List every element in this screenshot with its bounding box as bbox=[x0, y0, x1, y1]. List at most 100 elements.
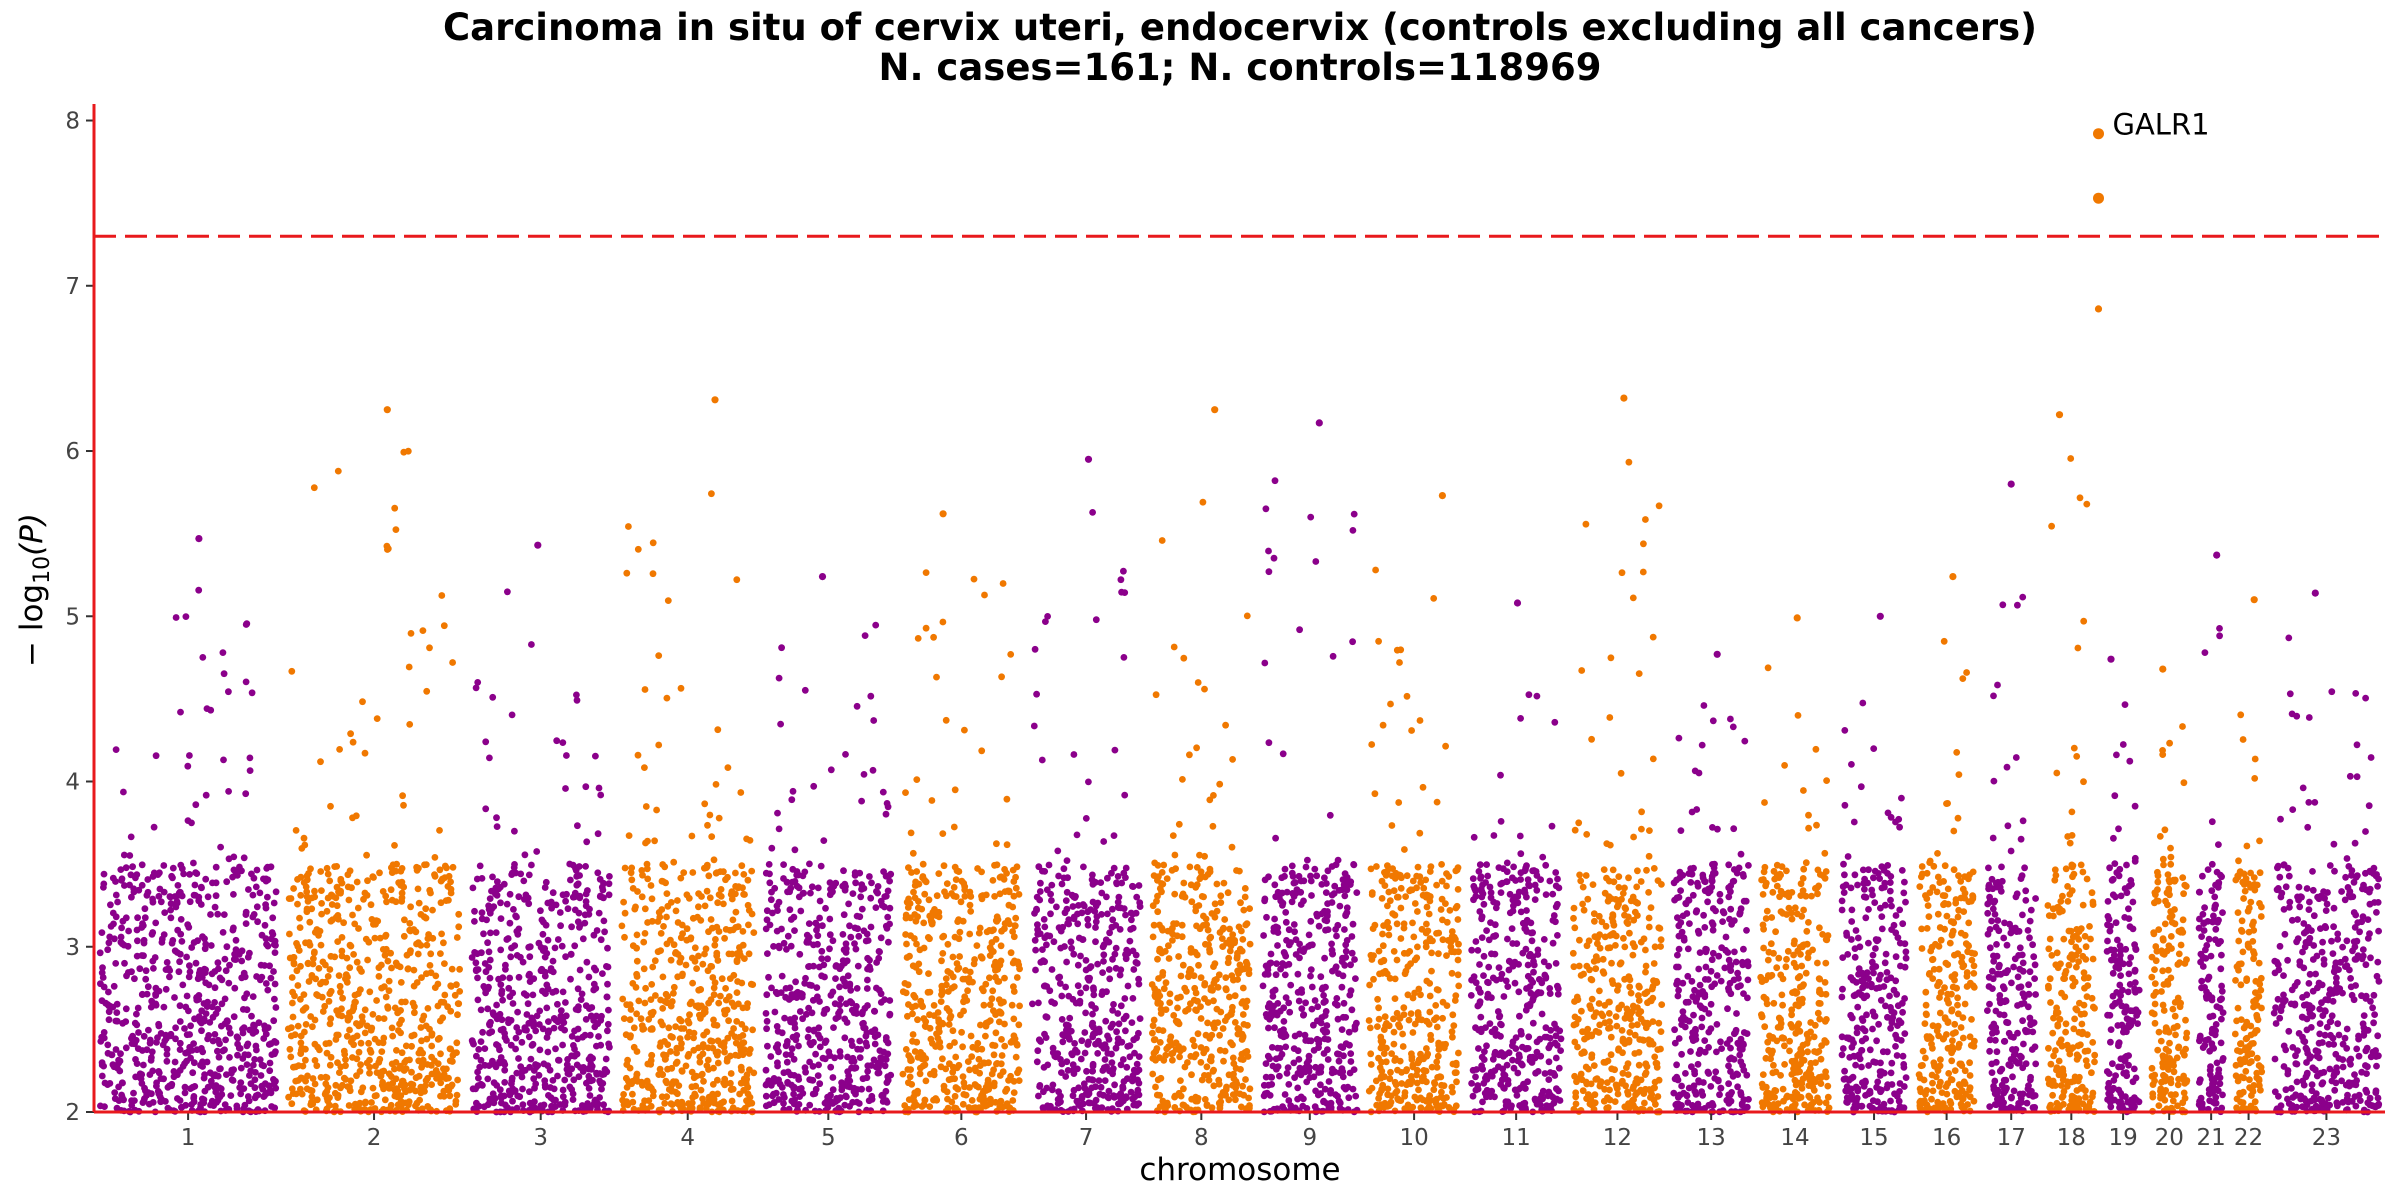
data-point-chr-2 bbox=[288, 1024, 295, 1031]
data-point-chr-2 bbox=[426, 962, 434, 969]
data-point-chr-7 bbox=[1051, 1000, 1058, 1007]
data-point-chr-9 bbox=[1326, 811, 1334, 819]
data-point-chr-2 bbox=[418, 1063, 425, 1071]
data-point-chr-1 bbox=[152, 752, 160, 760]
data-point-chr-1 bbox=[230, 1013, 238, 1021]
data-point-chr-7 bbox=[1054, 847, 1062, 855]
data-point-chr-8 bbox=[1149, 1022, 1157, 1030]
data-point-chr-3 bbox=[548, 1102, 555, 1110]
data-point-chr-5 bbox=[813, 984, 821, 991]
data-point-chr-1 bbox=[148, 1090, 155, 1098]
data-point-chr-4 bbox=[725, 1017, 732, 1025]
data-point-chr-6 bbox=[908, 869, 915, 876]
data-point-chr-2 bbox=[365, 938, 373, 946]
data-point-chr-2 bbox=[408, 1083, 416, 1091]
data-point-chr-1 bbox=[104, 946, 112, 954]
data-point-chr-8 bbox=[1220, 879, 1228, 887]
data-point-chr-8 bbox=[1197, 1003, 1204, 1010]
data-point-chr-4 bbox=[710, 1021, 718, 1029]
data-point-chr-7 bbox=[1108, 1050, 1115, 1058]
data-point-chr-7 bbox=[1075, 902, 1082, 909]
data-point-chr-2 bbox=[293, 967, 301, 975]
data-point-chr-7 bbox=[1105, 966, 1113, 973]
data-point-chr-9 bbox=[1261, 1090, 1269, 1097]
data-point-chr-7 bbox=[1106, 929, 1113, 937]
data-point-chr-7 bbox=[1130, 1036, 1138, 1044]
data-point-chr-8 bbox=[1235, 923, 1243, 931]
data-point-chr-3 bbox=[583, 838, 591, 846]
data-point-chr-9 bbox=[1286, 1008, 1294, 1016]
data-point-chr-4 bbox=[737, 1063, 745, 1071]
data-point-chr-7 bbox=[1039, 946, 1046, 953]
data-point-chr-1 bbox=[195, 996, 203, 1003]
data-point-chr-6 bbox=[956, 928, 964, 936]
data-point-chr-7 bbox=[1063, 905, 1071, 913]
data-point-chr-3 bbox=[501, 1079, 509, 1086]
data-point-chr-7 bbox=[1116, 926, 1124, 933]
data-point-chr-1 bbox=[167, 906, 175, 914]
data-point-chr-2 bbox=[319, 958, 327, 966]
data-point-chr-1 bbox=[176, 1002, 184, 1010]
data-point-chr-10 bbox=[1399, 1043, 1407, 1050]
data-point-chr-4 bbox=[665, 1086, 673, 1093]
data-point-chr-5 bbox=[805, 963, 812, 970]
data-point-chr-3 bbox=[545, 1018, 552, 1025]
data-point-chr-4 bbox=[738, 979, 746, 987]
data-point-chr-6 bbox=[1003, 869, 1010, 877]
data-point-chr-3 bbox=[499, 996, 506, 1004]
data-point-chr-9 bbox=[1338, 983, 1346, 991]
data-point-chr-4 bbox=[714, 726, 722, 734]
data-point-chr-3 bbox=[593, 927, 601, 934]
data-point-chr-2 bbox=[313, 1062, 321, 1070]
data-point-chr-2 bbox=[453, 1091, 461, 1099]
data-point-chr-6 bbox=[999, 580, 1007, 587]
data-point-chr-7 bbox=[1101, 1056, 1109, 1063]
data-point-chr-1 bbox=[264, 893, 271, 901]
data-point-chr-1 bbox=[132, 874, 139, 882]
data-point-chr-2 bbox=[285, 1093, 292, 1101]
data-point-chr-1 bbox=[262, 904, 270, 912]
data-point-chr-6 bbox=[958, 1028, 965, 1036]
data-point-chr-5 bbox=[795, 1042, 802, 1050]
data-point-chr-4 bbox=[678, 1098, 686, 1106]
data-point-chr-3 bbox=[497, 1054, 505, 1061]
data-point-chr-1 bbox=[176, 1039, 184, 1047]
data-point-chr-6 bbox=[1004, 917, 1012, 924]
data-point-chr-8 bbox=[1187, 1000, 1194, 1008]
data-point-chr-6 bbox=[921, 890, 929, 898]
data-point-chr-1 bbox=[220, 670, 228, 678]
data-point-chr-1 bbox=[237, 1064, 245, 1072]
data-point-chr-4 bbox=[678, 921, 686, 929]
data-point-chr-6 bbox=[1015, 1077, 1023, 1084]
data-point-chr-3 bbox=[601, 928, 608, 936]
data-point-chr-7 bbox=[1114, 1010, 1122, 1017]
data-point-chr-5 bbox=[884, 1076, 892, 1084]
data-point-chr-8 bbox=[1191, 1042, 1198, 1050]
data-point-chr-3 bbox=[590, 980, 598, 988]
data-point-chr-8 bbox=[1234, 949, 1241, 957]
data-point-chr-2 bbox=[415, 939, 422, 947]
data-point-chr-6 bbox=[905, 1079, 912, 1087]
data-point-chr-1 bbox=[139, 990, 146, 998]
data-point-chr-3 bbox=[503, 936, 511, 943]
data-point-chr-3 bbox=[518, 1038, 526, 1046]
data-point-chr-7 bbox=[1048, 966, 1056, 973]
data-point-chr-6 bbox=[959, 1100, 967, 1108]
data-point-chr-4 bbox=[732, 908, 740, 916]
data-point-chr-4 bbox=[744, 1083, 752, 1091]
data-point-chr-4 bbox=[714, 1048, 722, 1056]
data-point-chr-4 bbox=[623, 569, 631, 577]
data-point-chr-5 bbox=[810, 1027, 818, 1035]
data-point-chr-1 bbox=[158, 1096, 166, 1103]
data-point-chr-1 bbox=[121, 959, 128, 967]
data-point-chr-10 bbox=[1448, 969, 1456, 977]
data-point-chr-2 bbox=[373, 1092, 380, 1099]
data-point-chr-9 bbox=[1350, 861, 1358, 869]
data-point-chr-4 bbox=[677, 1025, 685, 1032]
data-point-chr-5 bbox=[842, 945, 850, 953]
data-point-chr-2 bbox=[440, 999, 448, 1006]
data-point-chr-2 bbox=[397, 979, 405, 986]
data-point-chr-7 bbox=[1058, 1016, 1066, 1023]
data-point-chr-5 bbox=[844, 1083, 851, 1090]
data-point-chr-8 bbox=[1211, 976, 1219, 984]
